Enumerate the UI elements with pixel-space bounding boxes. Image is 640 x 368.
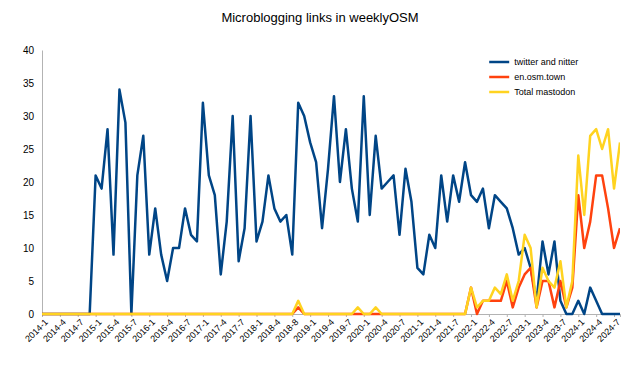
y-tick: 35 [23,78,42,89]
y-tick-label: 0 [28,309,34,320]
legend-swatch [489,91,509,94]
legend-label: Total mastodon [514,87,575,97]
y-tick: 30 [23,111,42,122]
y-axis: 0 5 10 15 20 25 30 35 40 [23,45,43,320]
legend-label: twitter and nitter [514,57,578,67]
title: Microblogging links in weeklyOSM [221,10,418,25]
y-tick: 5 [28,276,42,287]
series-line [42,129,620,314]
series-line [42,90,620,314]
x-tick: 2024-7 [595,314,622,344]
y-axis-line [42,51,43,315]
y-tick-label: 40 [23,45,35,56]
chart: Microblogging links in weeklyOSM 0 5 10 15 20… [0,0,640,368]
legend-item: Total mastodon [489,87,575,97]
y-tick-label: 20 [23,177,35,188]
series-line [42,175,620,314]
y-tick-label: 10 [23,243,35,254]
y-tick-label: 35 [23,78,35,89]
y-tick: 0 [28,309,42,320]
y-tick: 25 [23,144,42,155]
legend-item: en.osm.town [489,72,565,82]
legend-item: twitter and nitter [489,57,578,67]
x-tick-label: 2024-7 [595,317,622,344]
legend-swatch [489,61,509,64]
legend-swatch [489,76,509,79]
y-tick: 15 [23,210,42,221]
y-tick: 40 [23,45,42,56]
x-axis: 2014-12014-42014-72015-12015-42015-72016… [23,314,622,344]
lines [42,90,620,314]
legend: twitter and nitter en.osm.town Total masto… [489,57,578,97]
y-tick-label: 5 [28,276,34,287]
plot: 0 5 10 15 20 25 30 35 40 2014-12014-42014-72015-1… [23,45,622,344]
y-tick: 10 [23,243,42,254]
legend-label: en.osm.town [514,72,565,82]
y-tick-label: 30 [23,111,35,122]
y-tick: 20 [23,177,42,188]
y-tick-label: 15 [23,210,35,221]
y-tick-label: 25 [23,144,35,155]
